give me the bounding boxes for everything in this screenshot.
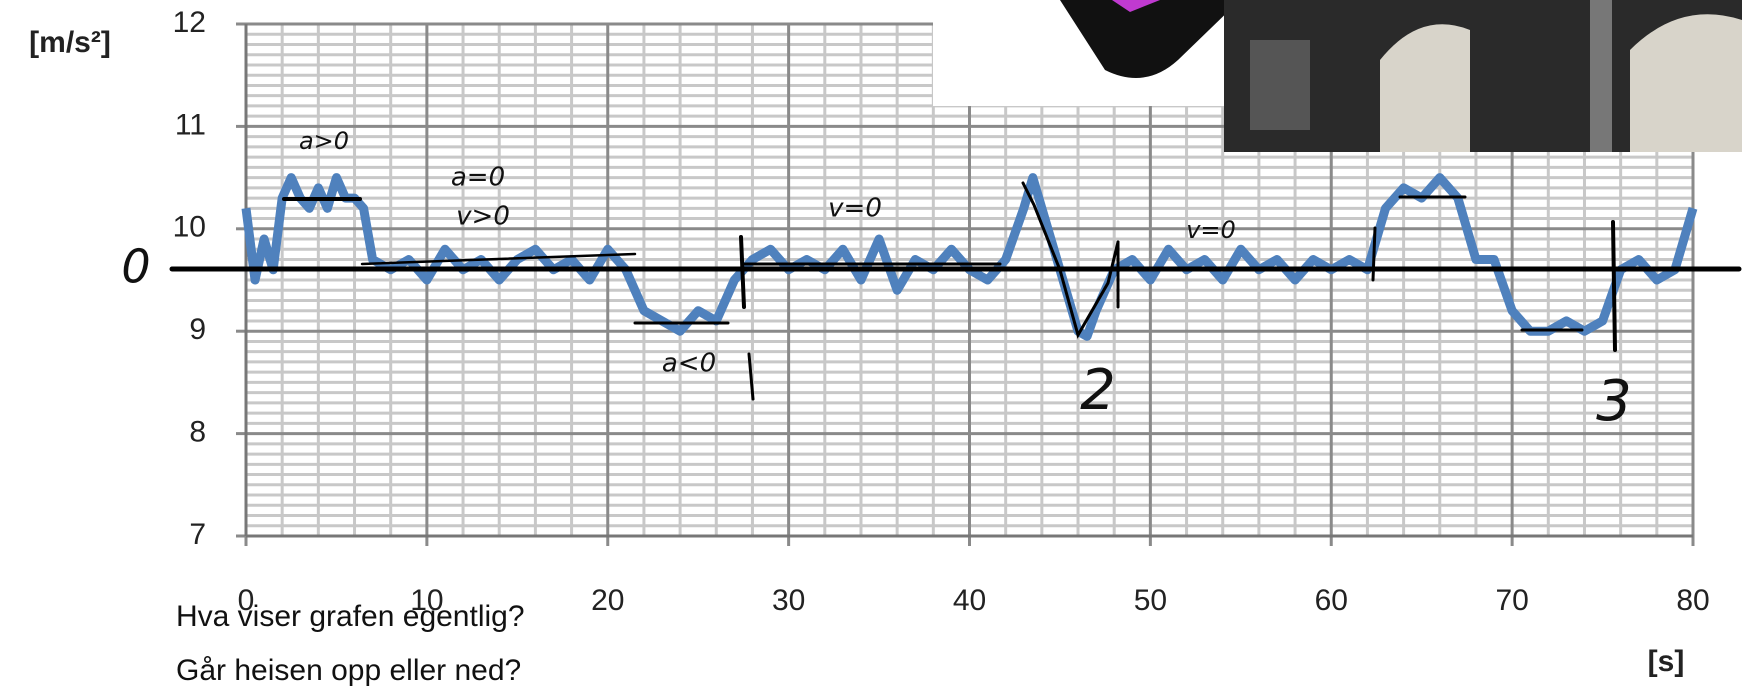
stroke	[1613, 222, 1615, 350]
annotation: 2	[1080, 358, 1116, 423]
y-tick-label: 12	[173, 6, 206, 39]
x-tick-label: 70	[1495, 584, 1528, 617]
photo-elevator	[1224, 0, 1742, 152]
x-tick-label: 30	[772, 584, 805, 617]
y-tick-label: 10	[173, 211, 206, 244]
y-tick-label: 11	[175, 108, 206, 141]
x-axis-unit: [s]	[1648, 645, 1685, 678]
rail	[1590, 0, 1612, 152]
page: [m/s²] [s] Hva viser grafen egentlig? Gå…	[0, 0, 1742, 691]
x-tick-label: 10	[410, 584, 443, 617]
annotation: a>0	[299, 127, 349, 155]
annotation: a<0	[662, 349, 716, 379]
annotation: a=0	[451, 163, 505, 193]
annotation: v>0	[456, 202, 510, 232]
y-tick-label: 7	[189, 518, 206, 551]
x-tick-label: 60	[1315, 584, 1348, 617]
x-tick-label: 80	[1676, 584, 1709, 617]
x-tick-label: 50	[1134, 584, 1167, 617]
y-tick-label: 9	[189, 313, 206, 346]
annotation: 3	[1596, 369, 1632, 434]
x-tick-label: 40	[953, 584, 986, 617]
y-tick-label: 8	[189, 416, 206, 449]
annotation: v=0	[828, 194, 882, 224]
y-axis-unit: [m/s²]	[29, 26, 111, 59]
stroke	[1373, 228, 1375, 280]
x-tick-label: 0	[238, 584, 255, 617]
stroke	[741, 237, 744, 307]
cables	[1250, 40, 1310, 130]
x-tick-label: 20	[591, 584, 624, 617]
annotation: v=0	[1186, 216, 1236, 244]
question: Hva viser grafen egentlig?	[176, 600, 525, 633]
question: Går heisen opp eller ned?	[176, 654, 521, 687]
annotation: 0	[121, 240, 150, 294]
